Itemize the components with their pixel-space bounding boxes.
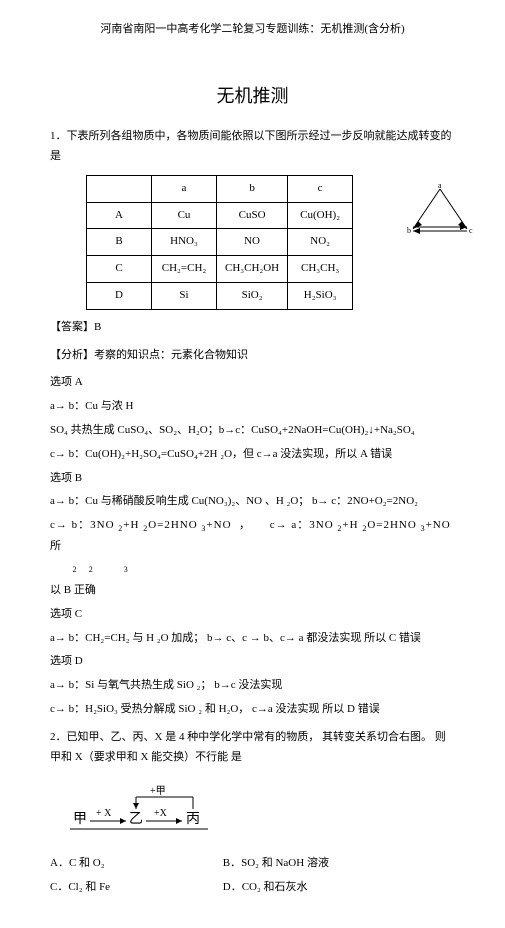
optC-head: 选项 C: [50, 605, 455, 625]
q1-options-table: a b c A Cu CuSO Cu(OH)₂ B HNO₃ NO NO₂ C …: [86, 175, 353, 310]
q2-stem: 2．已知甲、乙、丙、X 是 4 种中学化学中常有的物质， 其转变关系切合右图。 …: [50, 728, 455, 768]
page-header: 河南省南阳一中高考化学二轮复习专题训练：无机推测(含分析): [50, 20, 455, 40]
svg-text:b: b: [407, 226, 411, 235]
svg-text:丙: 丙: [186, 812, 200, 827]
svg-text:a: a: [438, 181, 442, 190]
svg-text:c: c: [469, 226, 473, 235]
lineA1: a→ b：Cu 与浓 H: [50, 397, 455, 417]
th-a: a: [152, 175, 217, 202]
table-row: D Si SiO₂ H₂SiO₃: [87, 282, 353, 309]
th-b: b: [217, 175, 288, 202]
lineA2: SO₄ 共热生成 CuSO₄、SO₂、H₂O；b→c：CuSO₄+2NaOH=C…: [50, 421, 455, 441]
svg-text:+ X: + X: [96, 808, 112, 819]
main-title: 无机推测: [50, 80, 455, 112]
q2-opt-b: B．SO₂ 和 NaOH 溶液: [223, 854, 393, 874]
q2-opts-row2: C．Cl₂ 和 Fe D．CO₂ 和石灰水: [50, 878, 455, 898]
svg-text:+X: +X: [154, 808, 168, 819]
lineC1: a→ b：CH₂=CH₂ 与 H ₂O 加成； b→ c、c → b、c→ a …: [50, 629, 455, 649]
svg-text:甲: 甲: [73, 812, 87, 827]
table-row: A Cu CuSO Cu(OH)₂: [87, 202, 353, 229]
th-c: c: [288, 175, 353, 202]
lineA3: c→ b：Cu(OH)₂+H₂SO₄=CuSO₄+2H ₂O，但 c→a 没法实…: [50, 445, 455, 465]
svg-text:+甲: +甲: [150, 786, 166, 797]
lineB1: a→ b：Cu 与稀硝酸反响生成 Cu(NO₃)₂、NO 、H ₂O； b→ c…: [50, 492, 455, 512]
q2-opt-a: A．C 和 O₂: [50, 854, 220, 874]
q2-flow-diagram: 甲 + X 乙 +X 丙 +甲: [68, 781, 238, 836]
svg-text:乙: 乙: [129, 811, 143, 827]
optD-head: 选项 D: [50, 652, 455, 672]
optA-head: 选项 A: [50, 373, 455, 393]
answer-label: 【答案】B: [50, 318, 455, 338]
table-row: C CH₂=CH₂ CH₃CH₂OH CH₃CH₃: [87, 256, 353, 283]
q2-opt-d: D．CO₂ 和石灰水: [223, 878, 393, 898]
table-row: B HNO₃ NO NO₂: [87, 229, 353, 256]
triangle-diagram: a b c: [405, 181, 475, 241]
lineD1: a→ b：Si 与氧气共热生成 SiO ₂； b→c 没法实现: [50, 676, 455, 696]
lineB3: 以 B 正确: [50, 581, 455, 601]
optB-head: 选项 B: [50, 469, 455, 489]
lineD2: c→ b：H₂SiO₃ 受热分解成 SiO ₂ 和 H₂O， c→a 没法实现 …: [50, 700, 455, 720]
lineB2: c→ b：3NO 2+H 2O=2HNO 3+NO ， c→ a：3NO 2+H…: [50, 516, 455, 577]
q2-opts-row1: A．C 和 O₂ B．SO₂ 和 NaOH 溶液: [50, 854, 455, 874]
th-blank: [87, 175, 152, 202]
analysis-label: 【分析】考察的知识点：元素化合物知识: [50, 346, 455, 366]
q2-opt-c: C．Cl₂ 和 Fe: [50, 878, 220, 898]
q1-stem: 1．下表所列各组物质中，各物质间能依照以下图所示经过一步反响就能达成转变的是: [50, 127, 455, 167]
